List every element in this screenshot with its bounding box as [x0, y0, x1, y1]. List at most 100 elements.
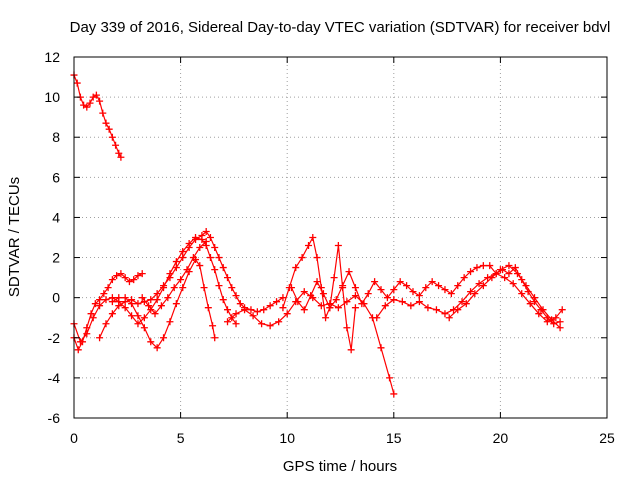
- data-point: [153, 344, 161, 352]
- data-series: [70, 71, 566, 398]
- data-point: [460, 274, 468, 282]
- data-point: [307, 292, 315, 300]
- data-point: [185, 244, 193, 252]
- data-point: [445, 314, 453, 322]
- series-track-5: [108, 256, 219, 352]
- data-point: [345, 268, 353, 276]
- data-point: [407, 302, 415, 310]
- data-point: [377, 344, 385, 352]
- data-point: [140, 314, 148, 322]
- data-point: [108, 310, 116, 318]
- data-point: [138, 270, 146, 278]
- data-point: [454, 282, 462, 290]
- series-line: [141, 241, 207, 315]
- data-point: [134, 320, 142, 328]
- data-point: [398, 298, 406, 306]
- y-tick-label: -4: [48, 370, 61, 386]
- data-point: [219, 296, 227, 304]
- series-track-7: [224, 288, 398, 398]
- data-point: [496, 266, 504, 274]
- data-point: [134, 312, 142, 320]
- data-point: [224, 274, 232, 282]
- plot-frame: [73, 56, 608, 419]
- data-point: [543, 318, 551, 326]
- data-point: [279, 294, 287, 302]
- axis-ticks: 0 5 10 15 20 25 -6 -4 -2 0 2 4 6 8 10 12: [44, 49, 615, 446]
- data-point: [347, 346, 355, 354]
- data-point: [215, 282, 223, 290]
- data-point: [179, 284, 187, 292]
- data-point: [189, 254, 197, 262]
- x-tick-label: 20: [493, 430, 509, 446]
- data-point: [232, 320, 240, 328]
- data-point: [373, 314, 381, 322]
- data-point: [371, 278, 379, 286]
- data-point: [522, 282, 530, 290]
- data-point: [73, 79, 81, 87]
- data-point: [258, 320, 266, 328]
- data-point: [558, 306, 566, 314]
- data-point: [125, 278, 133, 286]
- data-point: [102, 320, 110, 328]
- data-point: [102, 296, 110, 304]
- data-point: [509, 280, 517, 288]
- data-point: [108, 133, 116, 141]
- data-point: [166, 274, 174, 282]
- data-point: [224, 318, 232, 326]
- data-point: [100, 290, 108, 298]
- y-tick-label: 0: [52, 290, 60, 306]
- data-point: [115, 302, 123, 310]
- data-point: [409, 288, 417, 296]
- data-point: [309, 234, 317, 241]
- data-point: [121, 304, 129, 312]
- data-point: [386, 374, 394, 382]
- data-point: [334, 242, 342, 250]
- data-point: [96, 334, 104, 342]
- data-point: [305, 242, 313, 250]
- data-point: [96, 302, 104, 310]
- data-point: [313, 254, 321, 262]
- data-point: [364, 290, 372, 298]
- data-point: [300, 306, 308, 314]
- data-point: [121, 294, 129, 302]
- data-point: [112, 141, 120, 149]
- data-point: [343, 324, 351, 332]
- data-point: [300, 288, 308, 296]
- data-point: [479, 282, 487, 290]
- data-point: [145, 302, 153, 310]
- series-line: [448, 264, 561, 329]
- data-point: [432, 306, 440, 314]
- data-point: [108, 276, 116, 284]
- data-point: [518, 290, 526, 298]
- data-point: [287, 284, 295, 292]
- chart-title: Day 339 of 2016, Sidereal Day-to-day VTE…: [70, 19, 611, 36]
- data-point: [513, 270, 521, 278]
- data-point: [415, 298, 423, 306]
- data-point: [192, 236, 200, 244]
- data-point: [556, 324, 564, 332]
- data-point: [351, 292, 359, 300]
- data-point: [117, 153, 125, 161]
- data-point: [511, 264, 519, 272]
- data-point: [467, 288, 475, 296]
- data-point: [151, 310, 159, 318]
- data-point: [390, 296, 398, 304]
- data-point: [313, 278, 321, 286]
- data-point: [332, 296, 340, 304]
- data-point: [105, 125, 113, 133]
- data-point: [535, 310, 543, 318]
- y-tick-label: -6: [48, 410, 61, 426]
- y-tick-label: -2: [48, 330, 61, 346]
- data-point: [200, 284, 208, 292]
- data-point: [279, 304, 287, 312]
- data-point: [206, 254, 214, 262]
- data-point: [334, 304, 342, 312]
- data-point: [172, 264, 180, 272]
- data-point: [74, 346, 82, 354]
- data-point: [147, 296, 155, 304]
- series-line: [73, 74, 122, 158]
- y-axis-label: SDTVAR / TECUs: [6, 177, 23, 297]
- data-point: [454, 306, 462, 314]
- data-point: [196, 262, 204, 270]
- data-point: [83, 330, 91, 338]
